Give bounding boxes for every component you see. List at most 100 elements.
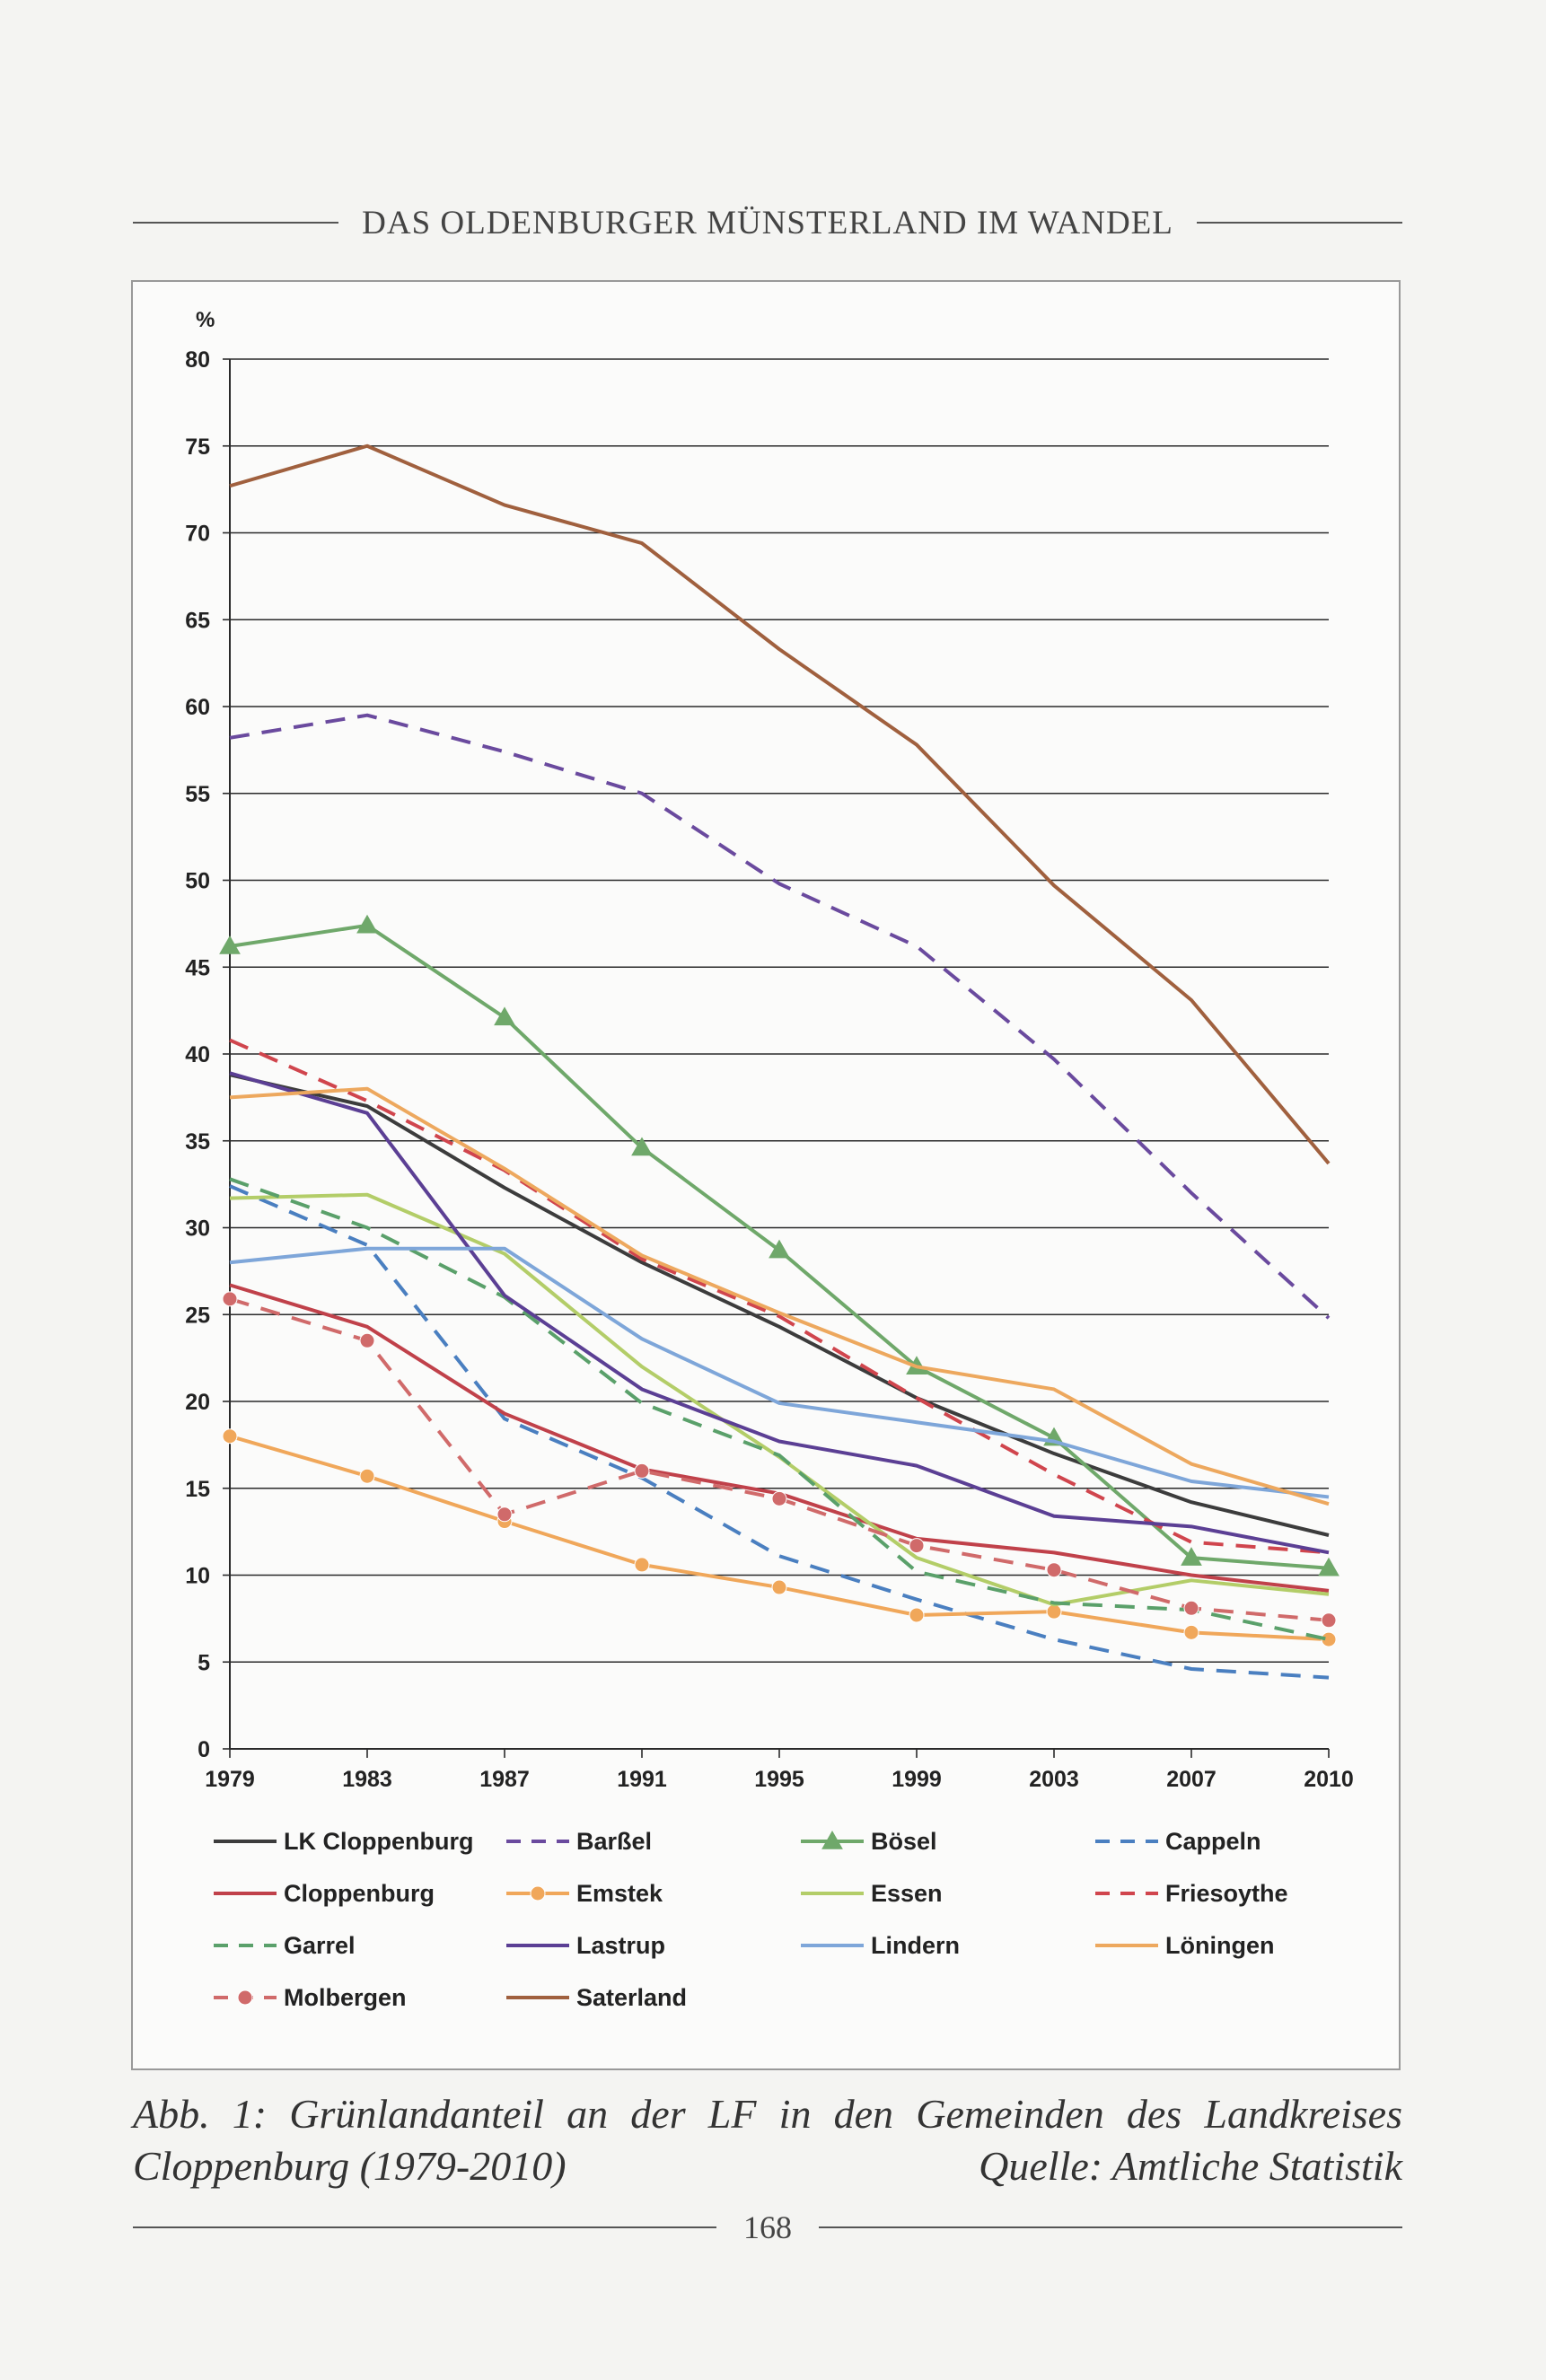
y-tick-label: 15 (185, 1477, 210, 1502)
data-point-emstek (771, 1579, 787, 1595)
y-tick-label: 60 (185, 695, 210, 720)
legend-swatch (506, 1944, 569, 1947)
series-line-barssel (229, 713, 1331, 1320)
data-point-emstek (909, 1607, 925, 1623)
data-point-boesel (219, 935, 241, 954)
y-tick-label: 40 (185, 1042, 210, 1067)
legend-label: Löningen (1165, 1931, 1275, 1959)
data-point-boesel (356, 914, 378, 934)
legend-item-lastrup: Lastrup (503, 1919, 665, 1972)
y-tick-label: 20 (185, 1390, 210, 1415)
series-line-friesoythe (229, 1038, 1330, 1555)
y-tick-label: 10 (185, 1564, 210, 1589)
x-tick-label: 1983 (342, 1767, 392, 1792)
running-header-title: DAS OLDENBURGER MÜNSTERLAND IM WANDEL (362, 204, 1173, 242)
line-chart: 0 5 10 15 20 25 30 35 40 45 50 55 60 65 70 75 80% 1979 198… (185, 308, 1354, 1792)
y-tick-label: 70 (185, 522, 210, 547)
series-line-lk-cloppenburg (229, 1073, 1330, 1537)
legend-swatch (1095, 1892, 1158, 1895)
header-rule-left (133, 222, 339, 224)
y-tick-label: 0 (198, 1737, 210, 1762)
x-tick-label: 1999 (892, 1767, 942, 1792)
data-point-molbergen (909, 1538, 925, 1554)
series-line-garrel (229, 1177, 1330, 1642)
x-tick-label: 1995 (754, 1767, 804, 1792)
legend-label: Barßel (576, 1827, 653, 1855)
y-axis-unit: % (196, 308, 215, 332)
legend-item-cloppenburg: Cloppenburg (210, 1867, 435, 1919)
legend-swatch (214, 1892, 277, 1895)
y-tick-label: 5 (198, 1650, 210, 1675)
data-point-emstek (1046, 1603, 1062, 1620)
figure-caption: Abb. 1: Grünlandanteil an der LF in den … (133, 2088, 1402, 2192)
y-tick-label: 45 (185, 955, 210, 980)
legend-item-barssel: Barßel (503, 1815, 652, 1867)
y-tick-label: 35 (185, 1129, 210, 1155)
legend-label: Lindern (871, 1931, 960, 1959)
legend-item-lk-cloppenburg: LK Cloppenburg (210, 1815, 473, 1867)
legend-swatch-marker (237, 1989, 253, 2006)
y-tick-label: 65 (185, 608, 210, 633)
legend-swatch (506, 1885, 569, 1901)
chart-frame: 0 5 10 15 20 25 30 35 40 45 50 55 60 65 70 75 80% 1979 198… (131, 280, 1401, 2070)
data-point-molbergen (1183, 1600, 1199, 1616)
data-point-molbergen (1046, 1562, 1062, 1578)
caption-line-2: Cloppenburg (1979-2010) Quelle: Amtliche… (133, 2140, 1402, 2192)
legend-swatch (801, 1944, 864, 1947)
data-point-molbergen (771, 1490, 787, 1506)
legend-item-emstek: Emstek (503, 1867, 663, 1919)
legend-item-friesoythe: Friesoythe (1092, 1867, 1288, 1919)
legend-label: Friesoythe (1165, 1879, 1288, 1907)
legend-label: Emstek (576, 1879, 663, 1907)
data-point-boesel (631, 1137, 653, 1156)
chart-legend: LK Cloppenburg Barßel Bösel Cappeln Cloppenb… (210, 1815, 1377, 2031)
legend-item-cappeln: Cappeln (1092, 1815, 1261, 1867)
legend-label: Bösel (871, 1827, 937, 1855)
data-point-emstek (1183, 1624, 1199, 1640)
footer-rule-right (819, 2226, 1402, 2228)
y-tick-label: 80 (185, 347, 210, 373)
legend-label: Cappeln (1165, 1827, 1261, 1855)
legend-label: Lastrup (576, 1931, 666, 1959)
data-point-boesel (1181, 1547, 1202, 1566)
legend-label: Garrel (284, 1931, 356, 1959)
y-tick-label: 25 (185, 1303, 210, 1328)
caption-source: Quelle: Amtliche Statistik (979, 2143, 1402, 2189)
y-tick-label: 30 (185, 1216, 210, 1242)
legend-label: Molbergen (284, 1983, 407, 2011)
legend-label: Essen (871, 1879, 943, 1907)
legend-swatch (214, 1944, 277, 1947)
caption-line-1: Abb. 1: Grünlandanteil an der LF in den … (133, 2091, 1402, 2137)
y-tick-label: 50 (185, 869, 210, 894)
series-line-loeningen (229, 1086, 1330, 1506)
series-line-lindern (229, 1246, 1330, 1499)
legend-item-molbergen: Molbergen (210, 1972, 407, 2024)
legend-item-garrel: Garrel (210, 1919, 356, 1972)
caption-title-end: Cloppenburg (1979-2010) (133, 2143, 567, 2189)
data-point-boesel (494, 1006, 515, 1026)
data-point-emstek (634, 1557, 650, 1573)
x-tick-label: 2003 (1029, 1767, 1079, 1792)
legend-swatch (506, 1840, 569, 1843)
legend-swatch (1095, 1944, 1158, 1947)
legend-swatch (214, 1989, 277, 2006)
legend-swatch (214, 1840, 277, 1843)
footer-rule-left (133, 2226, 716, 2228)
legend-item-saterland: Saterland (503, 1972, 687, 2024)
page-number: 168 (743, 2209, 792, 2245)
x-tick-label: 2007 (1166, 1767, 1217, 1792)
series-line-cappeln (229, 1184, 1330, 1680)
header-rule-right (1196, 222, 1403, 224)
series-line-cloppenburg (229, 1283, 1330, 1593)
series-line-lastrup (229, 1071, 1330, 1555)
data-point-emstek (222, 1428, 238, 1445)
legend-item-boesel: Bösel (797, 1815, 937, 1867)
data-point-molbergen (359, 1332, 375, 1348)
legend-item-loeningen: Löningen (1092, 1919, 1274, 1972)
legend-item-essen: Essen (797, 1867, 943, 1919)
data-point-molbergen (634, 1462, 650, 1479)
x-tick-label: 1991 (617, 1767, 667, 1792)
page-footer: 168 (133, 2205, 1402, 2250)
x-tick-label: 1987 (479, 1767, 530, 1792)
